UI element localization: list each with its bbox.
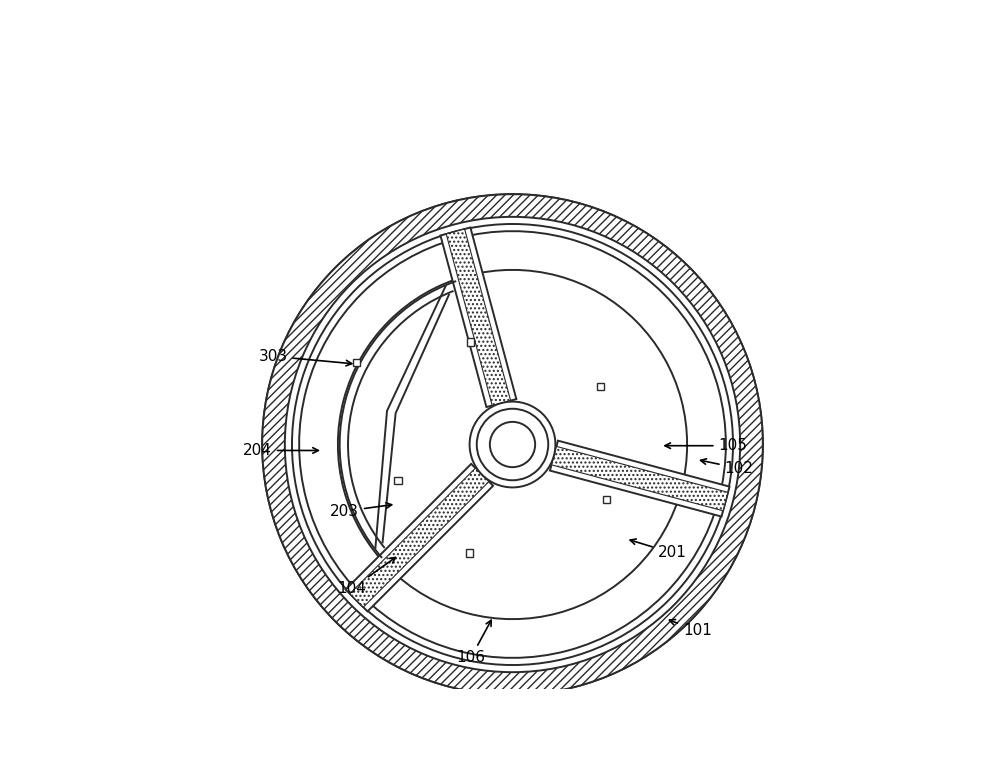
Wedge shape (470, 402, 555, 488)
Polygon shape (350, 468, 489, 607)
Text: 105: 105 (665, 438, 747, 454)
Text: 104: 104 (337, 557, 395, 596)
Polygon shape (346, 464, 493, 611)
Text: 106: 106 (456, 620, 491, 666)
Wedge shape (362, 490, 719, 658)
Text: 204: 204 (243, 443, 318, 458)
Bar (466, 550, 473, 557)
Text: 101: 101 (669, 619, 712, 638)
Text: 203: 203 (330, 503, 392, 519)
Polygon shape (446, 229, 511, 406)
Text: 303: 303 (258, 349, 352, 366)
Bar (603, 496, 610, 503)
Text: 201: 201 (630, 539, 687, 560)
Bar (467, 338, 474, 345)
Polygon shape (551, 447, 728, 511)
Text: 102: 102 (701, 459, 753, 476)
Bar (394, 477, 402, 484)
Bar (353, 358, 360, 366)
Circle shape (292, 224, 733, 665)
Wedge shape (262, 194, 763, 695)
Circle shape (490, 422, 535, 467)
Polygon shape (550, 440, 730, 516)
Polygon shape (440, 228, 516, 407)
Wedge shape (457, 231, 726, 500)
Wedge shape (299, 238, 467, 595)
Bar (597, 382, 604, 389)
Circle shape (262, 194, 763, 695)
